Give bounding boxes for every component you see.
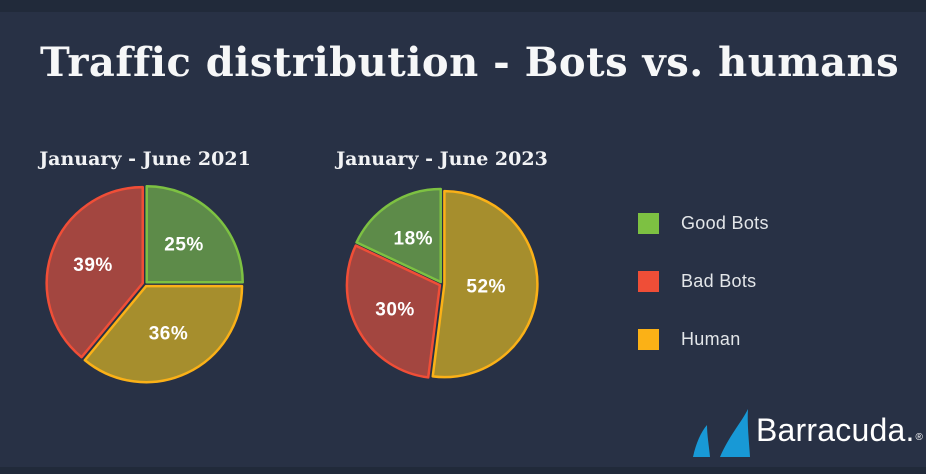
barracuda-logo: Barracuda.® <box>690 406 923 458</box>
pie-slice-good-bots <box>355 187 442 284</box>
pie-slice-value-label: 52% <box>466 276 506 297</box>
legend-item-good-bots: Good Bots <box>638 212 769 234</box>
pie-slice-value-label: 18% <box>394 228 434 249</box>
barracuda-wordmark: Barracuda.® <box>756 412 924 448</box>
registered-mark: ® <box>915 432 924 443</box>
pie-2021-title: January - June 2021 <box>39 148 251 170</box>
pie-slice-value-label: 25% <box>164 234 204 255</box>
legend-item-bad-bots: Bad Bots <box>638 270 769 292</box>
legend-label: Bad Bots <box>681 270 757 291</box>
pie-slice-value-label: 30% <box>375 299 415 320</box>
pie-chart-2023: 52% 30% 18% <box>345 187 539 379</box>
human-swatch <box>638 328 659 350</box>
legend-label: Good Bots <box>681 212 769 233</box>
top-edge-strip <box>0 0 926 12</box>
barracuda-fins-icon <box>693 409 750 457</box>
pie-chart-2021: 25% 36% 39% <box>45 185 244 384</box>
good-bots-swatch <box>638 212 659 234</box>
pie-slice-bad-bots <box>345 244 442 379</box>
legend-label: Human <box>681 328 741 349</box>
pie-slice-value-label: 39% <box>73 255 113 276</box>
bad-bots-swatch <box>638 270 659 292</box>
bottom-edge-strip <box>0 467 926 474</box>
pie-slice-value-label: 36% <box>149 323 189 344</box>
pie-slice-bad-bots <box>45 185 144 359</box>
pie-slice-human <box>431 189 539 379</box>
legend: Good Bots Bad Bots Human <box>638 212 769 386</box>
pie-slice-good-bots <box>145 185 244 284</box>
page-title: Traffic distribution - Bots vs. humans <box>40 39 900 86</box>
pie-slice-human <box>83 284 244 384</box>
pie-2023-title: January - June 2023 <box>336 148 548 170</box>
legend-item-human: Human <box>638 328 769 350</box>
